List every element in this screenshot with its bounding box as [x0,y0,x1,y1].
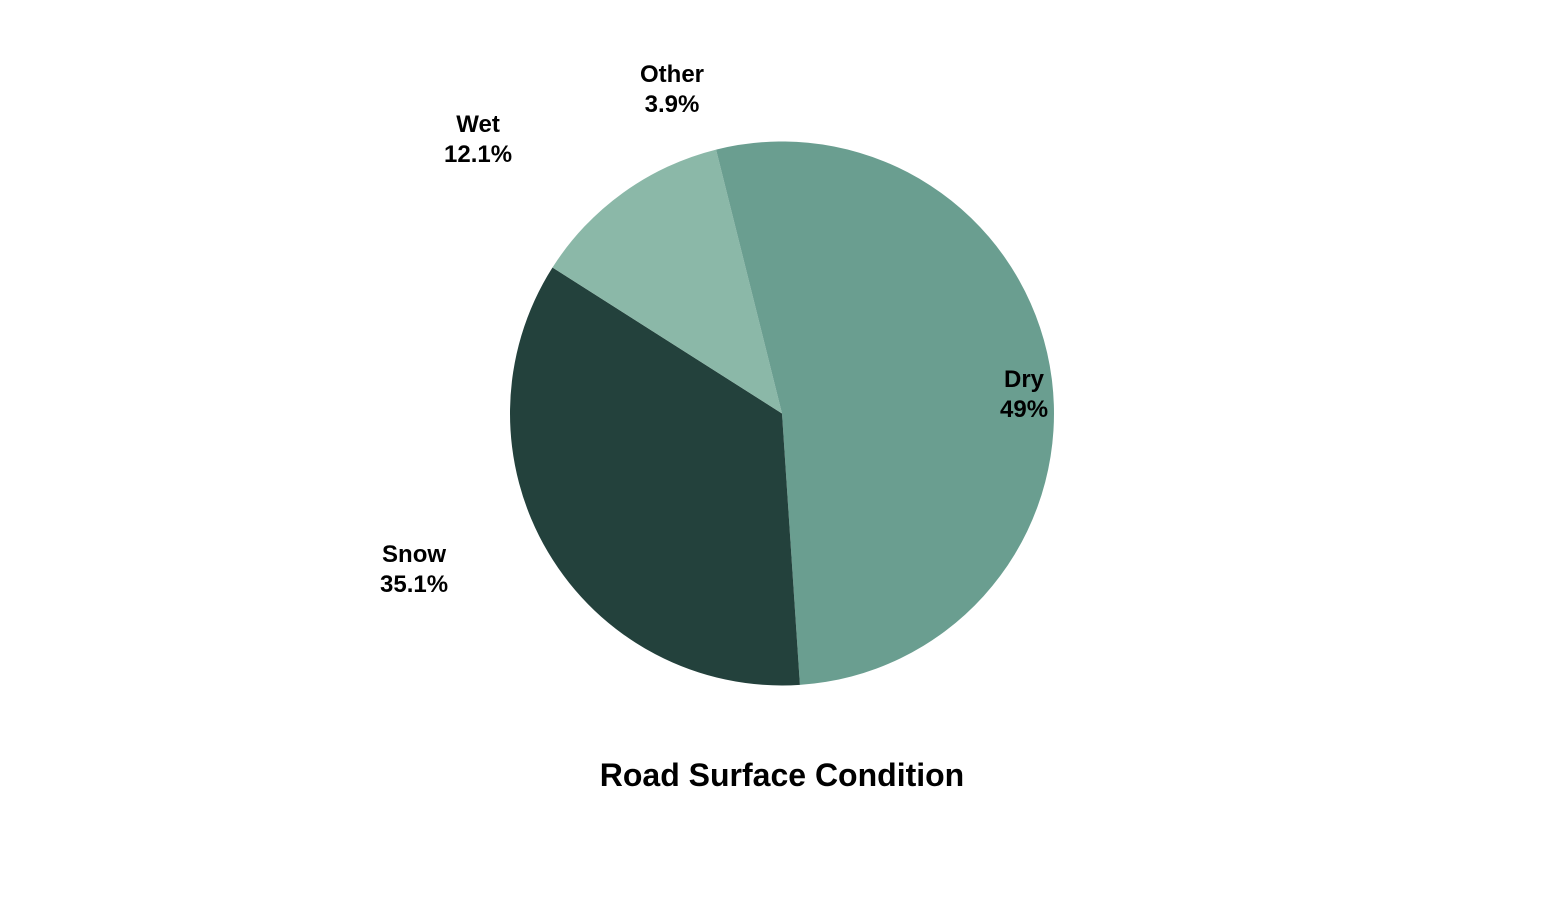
slice-name: Snow [380,540,448,570]
slice-name: Wet [444,110,512,140]
chart-title: Road Surface Condition [600,757,964,794]
slice-label-dry: Dry 49% [1000,365,1048,425]
slice-pct: 12.1% [444,140,512,170]
slice-name: Dry [1000,365,1048,395]
slice-name: Other [640,60,704,90]
slice-label-wet: Wet 12.1% [444,110,512,170]
slice-label-snow: Snow 35.1% [380,540,448,600]
slice-pct: 49% [1000,395,1048,425]
slice-pct: 35.1% [380,570,448,600]
pie-chart-container: Dry 49% Snow 35.1% Wet 12.1% Other 3.9% … [0,0,1564,914]
slice-pct: 3.9% [640,90,704,120]
pie-chart-svg [510,141,1054,685]
slice-label-other: Other 3.9% [640,60,704,120]
